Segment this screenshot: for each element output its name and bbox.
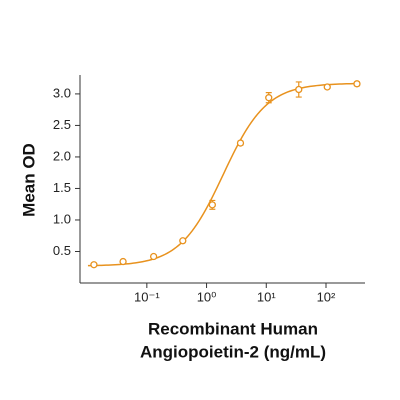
y-tick-label: 1.5 bbox=[53, 180, 71, 195]
x-tick-label: 10² bbox=[317, 289, 336, 304]
y-tick-label: 3.0 bbox=[53, 85, 71, 100]
x-axis-label: Recombinant Human bbox=[148, 319, 318, 338]
y-tick-label: 2.0 bbox=[53, 148, 71, 163]
point bbox=[236, 139, 245, 147]
point bbox=[295, 85, 303, 94]
x-axis-label: Angiopoietin-2 (ng/mL) bbox=[140, 342, 326, 361]
point bbox=[149, 252, 158, 261]
point bbox=[119, 257, 127, 266]
y-tick-label: 0.5 bbox=[53, 243, 71, 258]
point bbox=[208, 201, 216, 209]
point bbox=[90, 261, 98, 269]
point bbox=[265, 94, 273, 102]
point bbox=[179, 237, 187, 245]
fit-curve bbox=[87, 82, 360, 267]
point bbox=[323, 83, 331, 91]
point bbox=[353, 80, 361, 88]
x-tick-label: 10⁰ bbox=[197, 289, 217, 304]
y-axis-label: Mean OD bbox=[19, 143, 38, 217]
x-tick-label: 10⁻¹ bbox=[134, 289, 160, 304]
x-tick-label: 10¹ bbox=[257, 289, 276, 304]
y-tick-label: 2.5 bbox=[53, 117, 71, 132]
y-tick-label: 1.0 bbox=[53, 211, 71, 226]
